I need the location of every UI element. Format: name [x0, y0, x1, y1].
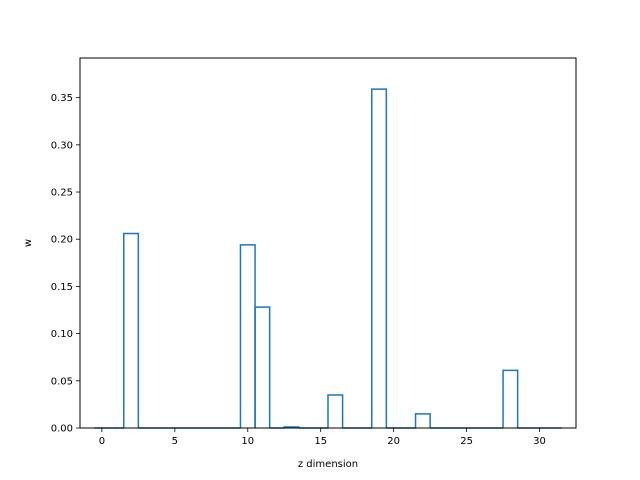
y-tick-label: 0.10 — [51, 329, 73, 340]
histogram-bin — [327, 394, 344, 428]
y-axis-ticks: 0.00 0.05 0.10 0.15 0.20 0.25 0.30 0.35 — [51, 93, 80, 435]
x-tick-label: 25 — [460, 436, 473, 447]
y-axis-label: w — [23, 239, 34, 247]
x-tick-label: 10 — [241, 436, 254, 447]
histogram-bin — [123, 232, 140, 428]
y-tick-label: 0.15 — [51, 282, 73, 293]
plot-frame — [79, 57, 577, 429]
y-tick-label: 0.30 — [51, 140, 73, 151]
x-tick-label: 15 — [314, 436, 327, 447]
x-tick-label: 0 — [99, 436, 105, 447]
x-axis-ticks: 0 5 10 15 20 25 30 — [99, 428, 546, 447]
histogram-bin — [502, 369, 519, 428]
y-tick-label: 0.25 — [51, 188, 73, 199]
y-tick-label: 0.20 — [51, 235, 73, 246]
x-axis-label: z dimension — [298, 459, 358, 470]
histogram-bin — [254, 306, 271, 428]
x-tick-label: 20 — [387, 436, 400, 447]
y-tick-label: 0.00 — [51, 424, 73, 435]
histogram-bin — [414, 413, 431, 428]
x-tick-label: 5 — [172, 436, 178, 447]
histogram-bin — [371, 88, 388, 428]
x-tick-label: 30 — [533, 436, 546, 447]
plot-area — [80, 58, 576, 428]
y-tick-label: 0.35 — [51, 93, 73, 104]
y-tick-label: 0.05 — [51, 376, 73, 387]
